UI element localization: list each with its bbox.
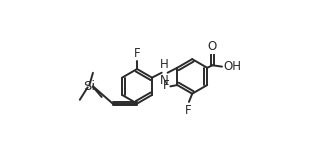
- Text: N: N: [160, 74, 169, 87]
- Text: OH: OH: [224, 60, 242, 73]
- Text: H: H: [160, 58, 169, 71]
- Text: O: O: [208, 41, 217, 53]
- Text: F: F: [185, 104, 192, 117]
- Text: Si: Si: [83, 80, 95, 93]
- Text: F: F: [163, 79, 170, 92]
- Text: F: F: [134, 47, 140, 60]
